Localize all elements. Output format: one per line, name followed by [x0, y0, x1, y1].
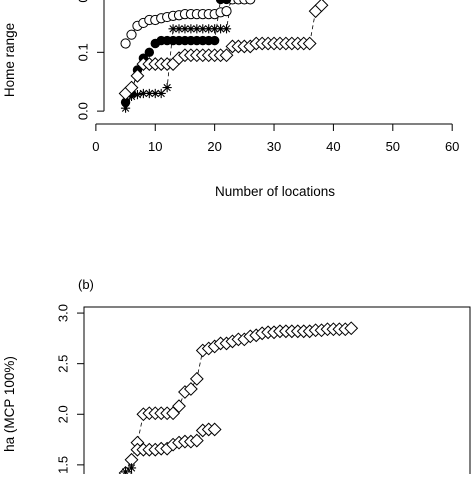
data-point-s2	[189, 433, 204, 448]
data-point-s2	[180, 24, 190, 34]
data-point-s0	[344, 321, 359, 336]
x-tick-label: 20	[207, 139, 221, 154]
data-point-s2	[192, 24, 202, 34]
data-point-s1	[126, 463, 137, 473]
x-tick-label: 10	[148, 139, 162, 154]
data-point-s2	[150, 88, 160, 99]
data-point-s1	[120, 467, 131, 477]
data-point-s2	[138, 88, 148, 99]
data-point-s0	[183, 382, 198, 396]
data-point-s2	[210, 24, 220, 34]
y-axis-label: Home range	[2, 23, 17, 97]
data-point-s2	[126, 91, 137, 102]
x-axis-label: Number of locations	[215, 184, 335, 199]
y-tick-label: 3.0	[55, 304, 70, 322]
data-point-s2	[215, 24, 226, 34]
x-tick-label: 0	[92, 139, 99, 154]
data-point-s2	[204, 24, 214, 34]
data-point-s2	[174, 24, 184, 34]
data-point-s2	[207, 422, 222, 437]
x-tick-label: 30	[267, 139, 281, 154]
data-point-s1	[144, 47, 155, 58]
data-point-s2	[120, 103, 131, 113]
data-point-s2	[186, 24, 196, 34]
data-point-s2	[156, 88, 166, 99]
panel-label: (b)	[78, 277, 94, 292]
data-point-s2	[168, 24, 178, 34]
data-point-s3	[219, 48, 234, 63]
x-tick-label: 50	[386, 139, 400, 154]
data-point-s0	[245, 0, 256, 5]
y-tick-label: 0.0	[75, 102, 90, 120]
data-point-s0	[126, 29, 137, 40]
data-point-s3	[314, 0, 329, 13]
data-point-s0	[172, 399, 186, 414]
x-tick-label: 60	[445, 139, 459, 154]
y-tick-label: 0.2	[75, 0, 90, 3]
data-point-s1	[221, 0, 232, 5]
panel-b: 1.5 2.0 2.5 3.0 ha (MCP 100%) (b)	[2, 277, 471, 479]
data-point-s0	[120, 38, 131, 49]
data-point-s2	[162, 83, 172, 93]
data-point-s2	[198, 24, 208, 34]
panel-a: 0.0 0.1 0.2 0 10 20 30 40 50 60 Number of location…	[2, 0, 459, 199]
data-point-s3	[124, 80, 139, 95]
data-point-s1	[209, 35, 220, 46]
y-axis-label: ha (MCP 100%)	[2, 356, 17, 452]
y-tick-label: 1.5	[55, 456, 70, 474]
y-tick-label: 0.1	[75, 43, 90, 61]
data-point-s0	[189, 371, 204, 386]
data-point-s2	[144, 88, 154, 99]
y-tick-label: 2.0	[55, 405, 70, 423]
data-point-s0	[221, 6, 232, 17]
data-point-s2	[132, 90, 143, 100]
data-point-s3	[130, 68, 145, 83]
data-point-s2	[221, 24, 232, 34]
x-tick-label: 40	[326, 139, 340, 154]
data-point-s3	[302, 36, 317, 51]
y-tick-label: 2.5	[55, 355, 70, 373]
